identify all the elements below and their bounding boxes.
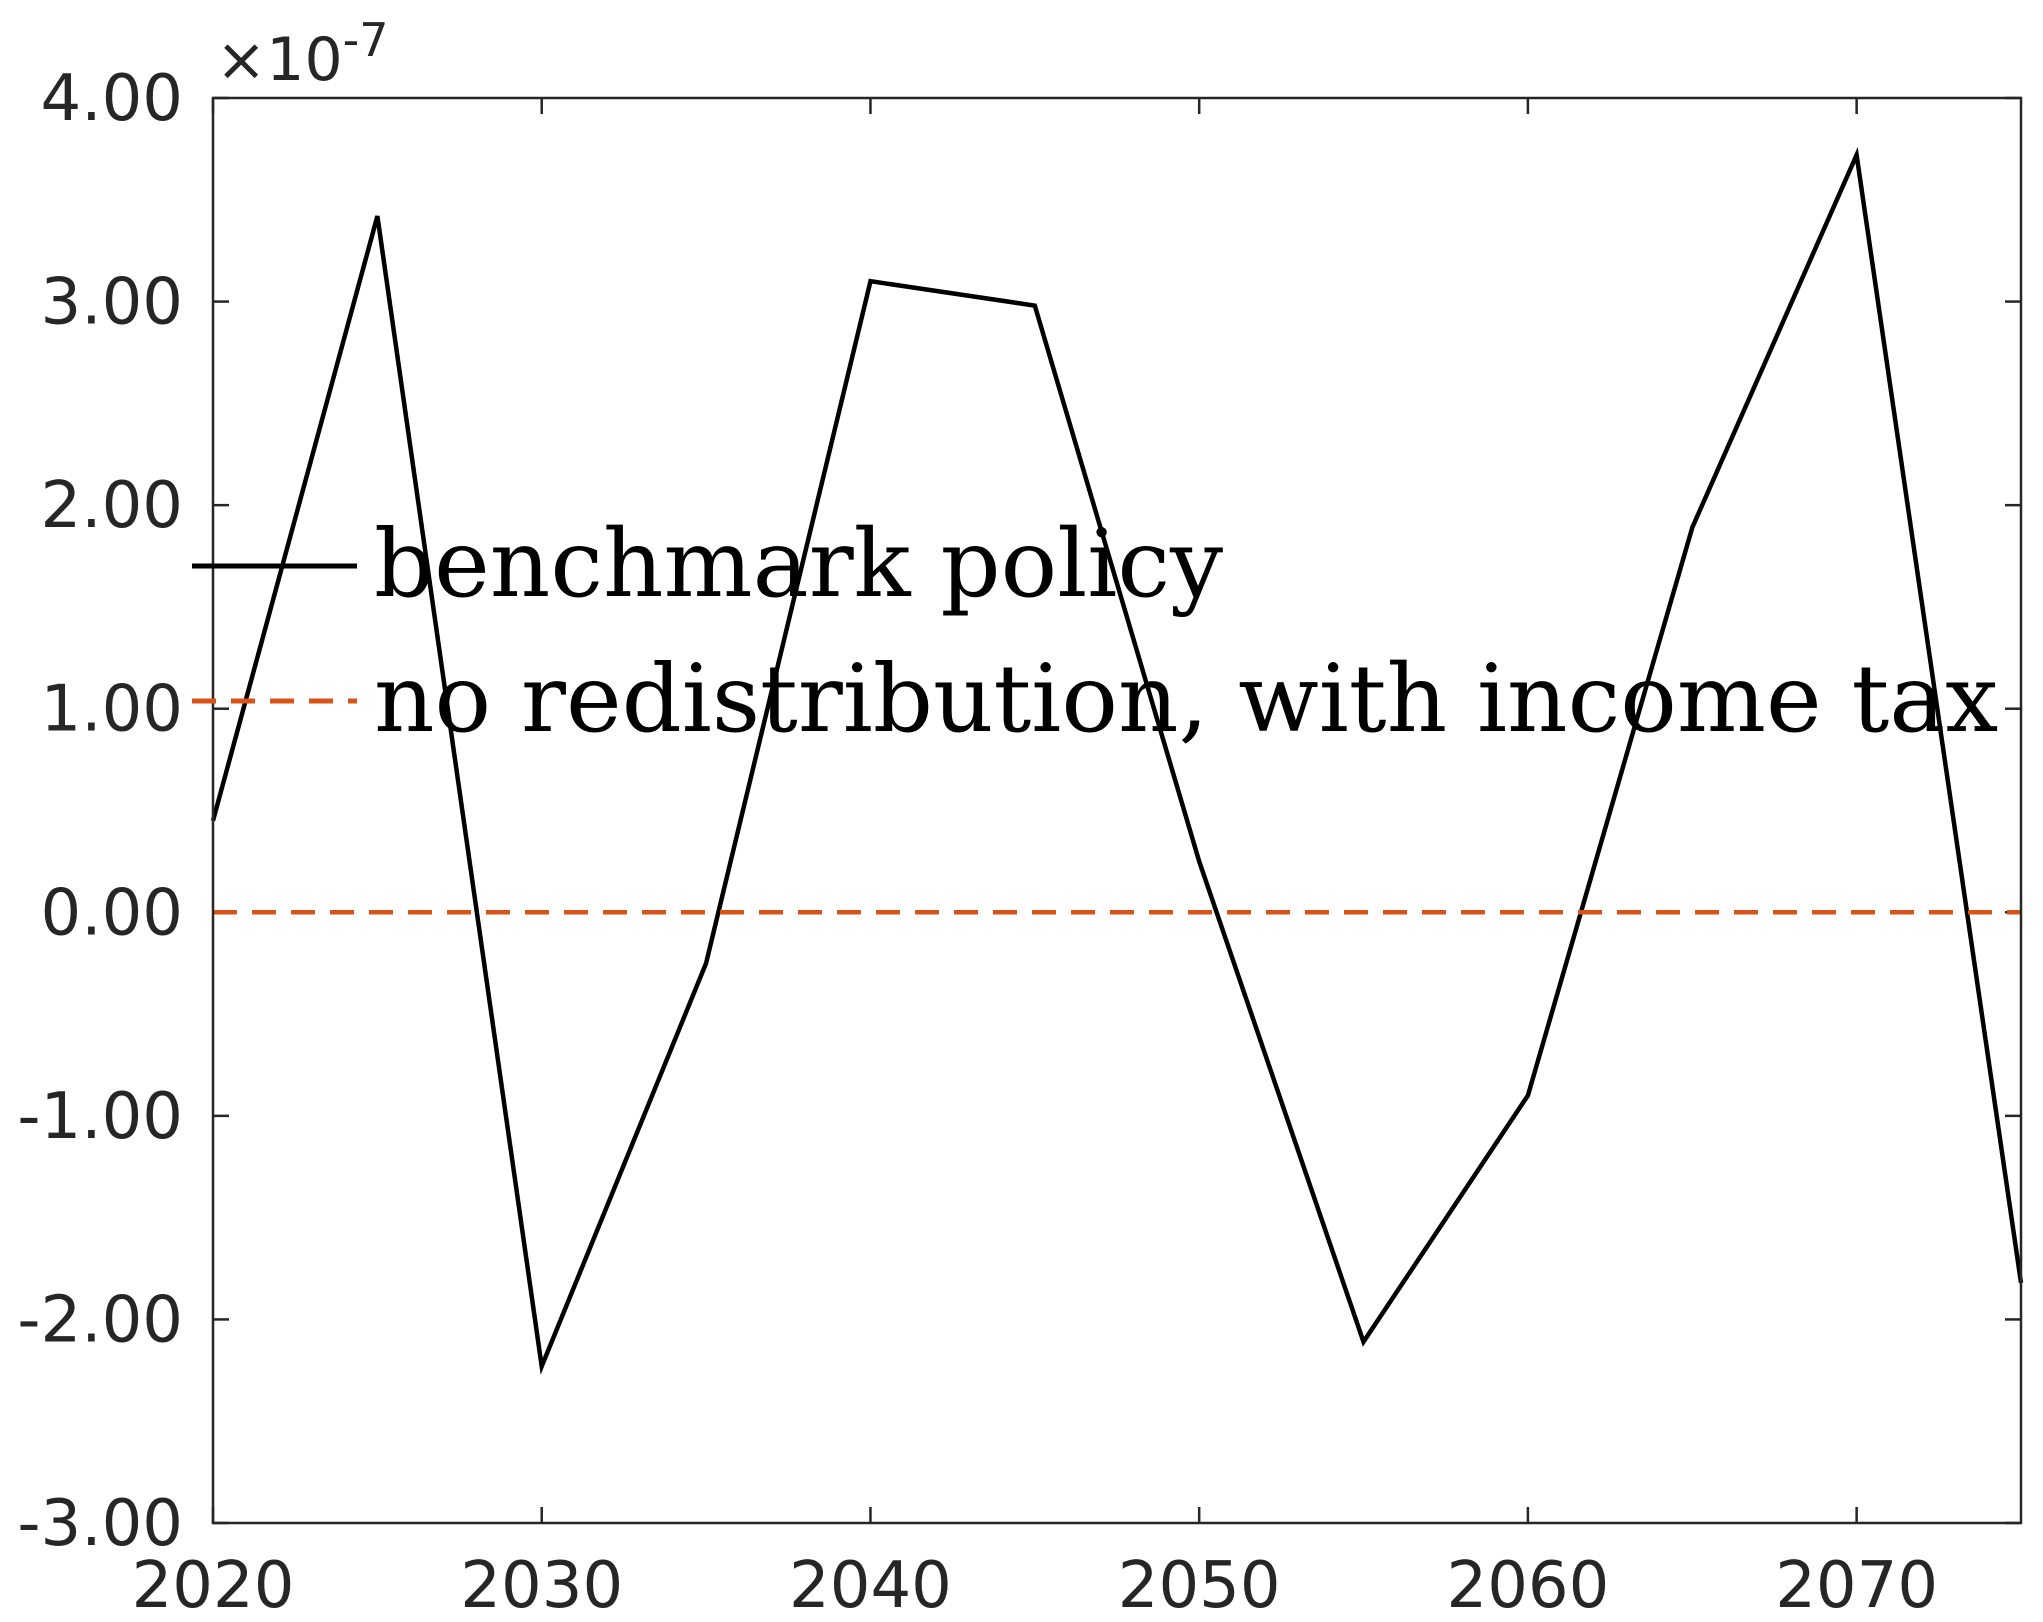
legend: benchmark policy no redistribution, with… [192,510,1998,754]
series-line-benchmark-policy [210,146,2024,1375]
y-tick-label-4.00: 4.00 [41,62,184,136]
y-exponent-power: -7 [343,13,389,67]
plot-area-border [211,96,2023,1525]
series-layer [210,146,2024,1375]
y-tick-label--3.00: -3.00 [17,1487,183,1561]
y-tick-label-2.00: 2.00 [41,469,184,543]
y-exponent-base: ×10 [216,25,343,95]
legend-label-benchmark: benchmark policy [374,510,1223,619]
y-tick-label-1.00: 1.00 [41,673,184,747]
x-tick-label-2060: 2060 [1446,1549,1609,1622]
legend-label-no-redistribution: no redistribution, with income tax [374,645,1998,754]
x-tick-label-2050: 2050 [1118,1549,1281,1622]
y-tick-label--1.00: -1.00 [17,1080,183,1154]
x-tick-label-2020: 2020 [132,1549,295,1622]
x-tick-label-2070: 2070 [1775,1549,1938,1622]
y-tick-label-3.00: 3.00 [41,266,184,340]
y-tick-label--2.00: -2.00 [17,1283,183,1357]
y-tick-label-0.00: 0.00 [41,876,184,950]
x-tick-labels: 2020 2030 2040 2050 2060 2070 [132,1549,1939,1622]
y-tick-labels: -3.00 -2.00 -1.00 0.00 1.00 2.00 3.00 4.00 [17,62,183,1561]
x-tick-label-2030: 2030 [460,1549,623,1622]
y-tick-marks [213,96,2021,1525]
x-tick-label-2040: 2040 [789,1549,952,1622]
y-exponent-label: ×10-7 [216,13,389,95]
